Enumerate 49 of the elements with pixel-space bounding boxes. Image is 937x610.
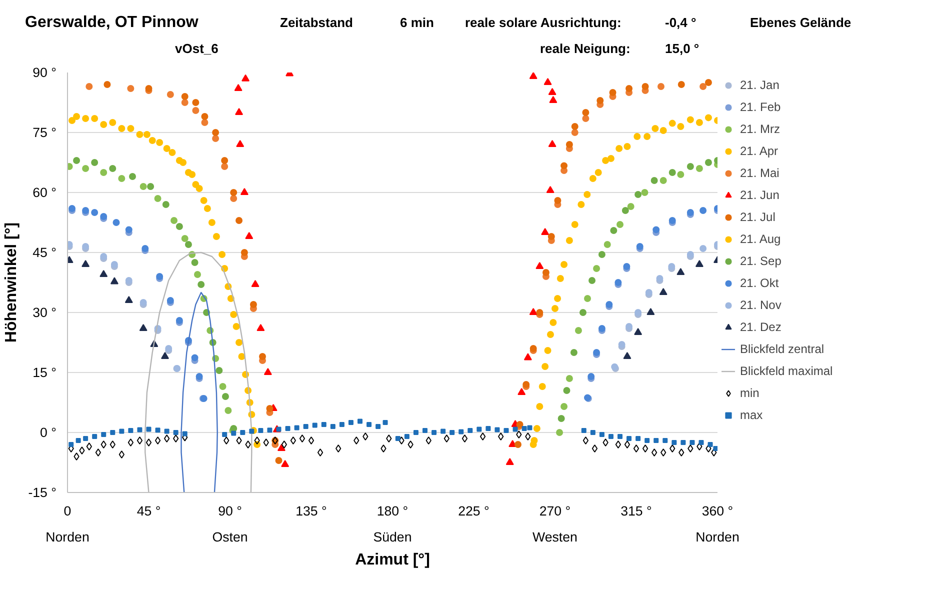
legend-label: Blickfeld maximal [740,363,833,380]
text: -0,4 ° [665,14,696,32]
legend-label: 21. Dez [740,319,782,336]
text: Zeitabstand [280,14,353,32]
legend-label: 21. Mai [740,165,780,182]
text: Ebenes Gelände [750,14,852,32]
y-tick-label: 75 ° [32,125,56,140]
y-tick-label: 30 ° [32,305,56,320]
y-tick-label: 90 ° [32,65,56,80]
text: Süden [373,530,412,544]
x-tick-label: 90 ° [218,504,242,518]
legend-label: Blickfeld zentral [740,341,826,358]
legend-label: 21. Jan [740,77,780,94]
x-tick-label: 45 ° [136,504,161,518]
y-axis-title: Höhenwinkel [°] [3,222,20,343]
x-tick-label: 270 ° [539,504,571,518]
legend-label: 21. Feb [740,99,782,116]
y-tick-label: 45 ° [32,245,56,260]
x-axis-title: Azimut [°] [355,552,430,568]
legend-label: min [740,385,760,402]
y-tick-label: 0 ° [40,425,57,440]
legend-label: 21. Mrz [740,121,782,138]
legend-label: 21. Aug [740,231,782,248]
legend-label: 21. Okt [740,275,780,292]
legend-label: 21. Jul [740,209,776,226]
legend-label: 21. Nov [740,297,782,314]
x-tick-label: 0 [64,504,72,518]
y-tick-label: -15 ° [28,485,56,500]
x-tick-label: 180 ° [376,504,408,518]
legend-label: 21. Jun [740,187,780,204]
y-tick-label: 60 ° [32,185,56,200]
legend-label: 21. Sep [740,253,782,270]
x-tick-label: 225 ° [458,504,490,518]
x-tick-label: 315 ° [620,504,652,518]
text: Norden [46,530,90,544]
y-tick-label: 15 ° [32,365,56,380]
text: reale solare Ausrichtung: [465,14,622,32]
legend-label: max [740,407,764,424]
x-tick-label: 360 ° [702,504,734,518]
text: 6 min [400,14,434,32]
chart-title: Gerswalde, OT Pinnow [25,13,198,33]
text: Osten [212,530,248,544]
x-tick-label: 135 ° [296,504,327,518]
legend-label: 21. Apr [740,143,780,160]
text: reale Neigung: [540,40,630,58]
text: Westen [532,530,578,544]
chart-subtitle: vOst_6 [175,40,218,58]
text: Norden [696,530,740,544]
text: 15,0 ° [665,40,700,58]
